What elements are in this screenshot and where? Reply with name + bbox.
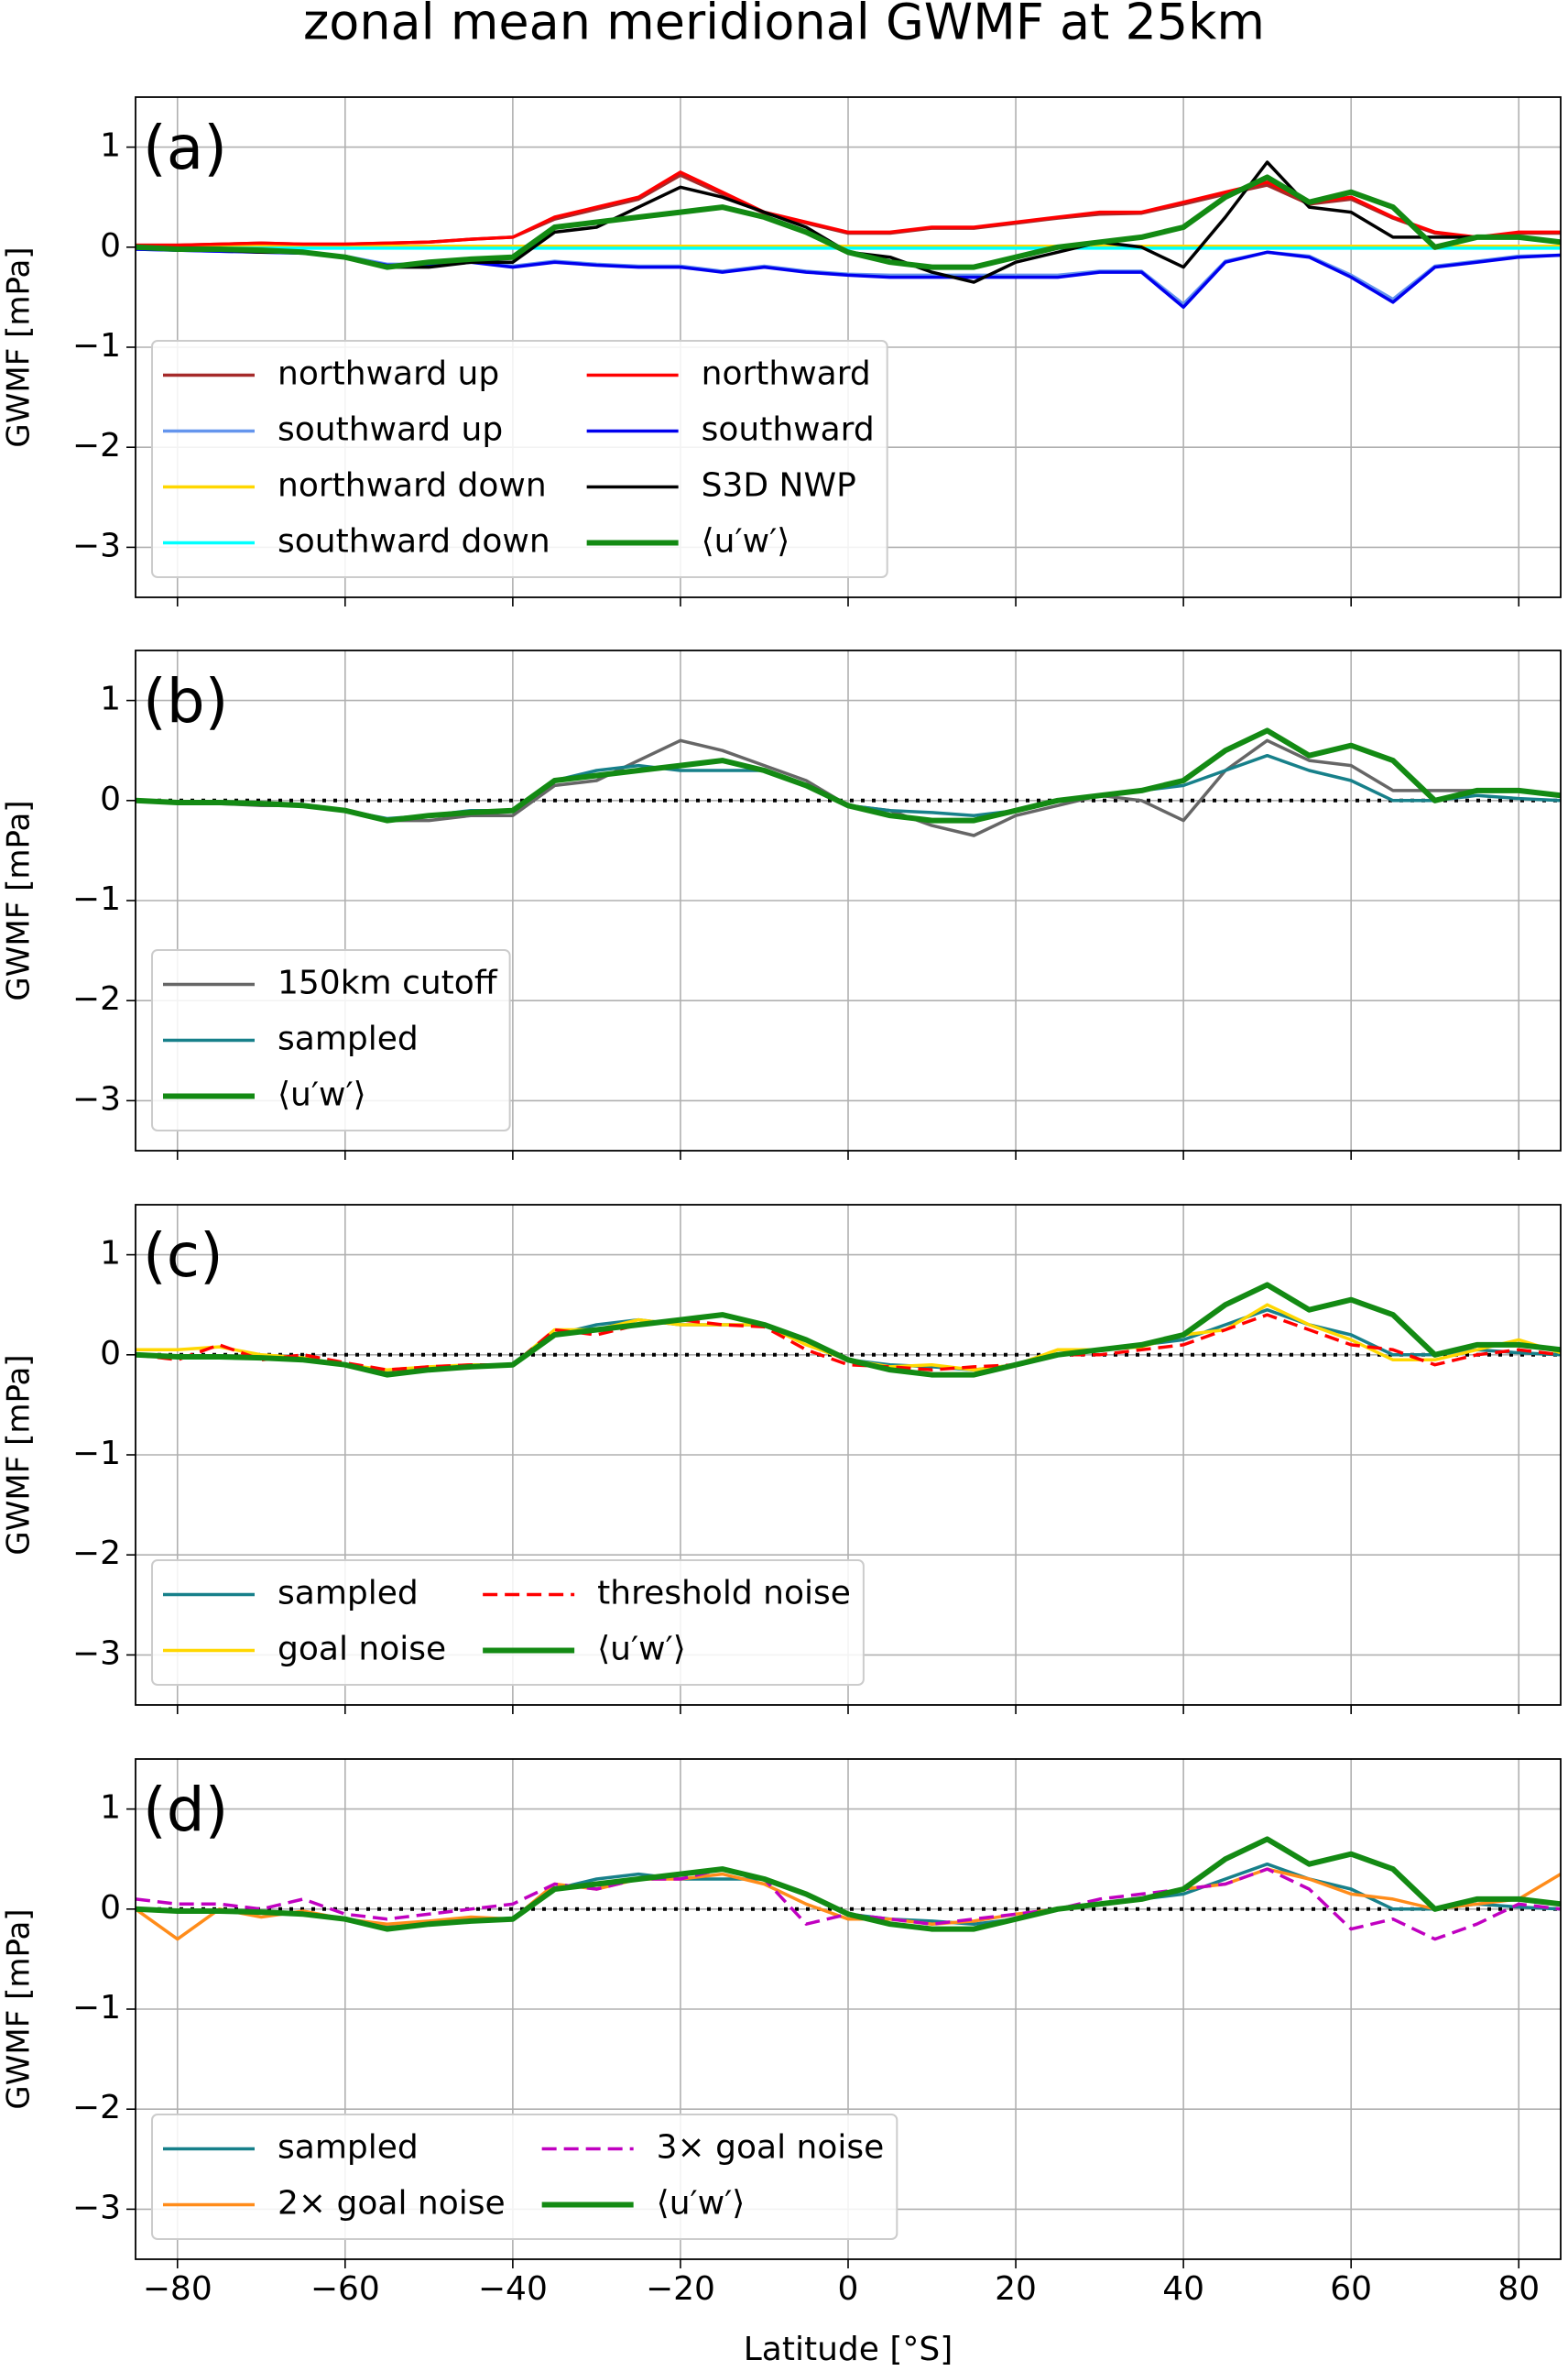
y-tick-label: 1 — [100, 681, 121, 718]
y-tick-label: −3 — [72, 1634, 121, 1672]
legend-label: 2× goal noise — [278, 2185, 506, 2223]
panel-label: (d) — [143, 1775, 228, 1845]
legend-label: ⟨u′w′⟩ — [657, 2185, 746, 2223]
legend-label: southward up — [278, 411, 503, 449]
legend-label: sampled — [278, 1021, 419, 1058]
x-tick-label: 80 — [1497, 2270, 1540, 2308]
y-tick-label: −2 — [72, 427, 121, 464]
x-axis-label: Latitude [°S] — [744, 2331, 953, 2368]
y-tick-label: 0 — [100, 1889, 121, 1927]
y-axis-label: GWMF [mPa] — [1, 246, 38, 447]
legend-box — [151, 1559, 865, 1686]
y-tick-label: 1 — [100, 127, 121, 165]
x-tick-label: −80 — [143, 2270, 212, 2308]
data-line — [136, 1836, 1561, 1932]
data-line — [136, 1313, 1561, 1371]
legend-label: northward up — [278, 355, 499, 393]
data-line — [136, 1867, 1561, 1941]
legend-label: S3D NWP — [702, 467, 856, 505]
y-axis-label: GWMF [mPa] — [1, 800, 38, 1000]
y-tick-label: −2 — [72, 1535, 121, 1572]
legend-label: ⟨u′w′⟩ — [702, 523, 790, 561]
legend-label: threshold noise — [597, 1575, 851, 1612]
x-tick-label: −60 — [310, 2270, 380, 2308]
data-line — [136, 174, 1561, 270]
panel-label: (c) — [143, 1220, 223, 1291]
y-axis-label: GWMF [mPa] — [1, 1908, 38, 2109]
y-tick-label: −3 — [72, 1080, 121, 1118]
x-tick-label: −40 — [478, 2270, 548, 2308]
y-tick-label: 1 — [100, 1789, 121, 1827]
y-tick-label: −2 — [72, 2089, 121, 2126]
y-tick-label: −2 — [72, 980, 121, 1018]
legend-label: 150km cutoff — [278, 965, 498, 1002]
y-axis-label: GWMF [mPa] — [1, 1354, 38, 1555]
y-tick-label: −1 — [72, 1989, 121, 2027]
legend-box — [151, 949, 511, 1131]
legend-label: ⟨u′w′⟩ — [278, 1076, 366, 1114]
x-tick-label: 0 — [838, 2270, 859, 2308]
x-tick-label: 60 — [1330, 2270, 1372, 2308]
legend-box — [151, 2114, 898, 2240]
data-line — [136, 727, 1561, 824]
y-tick-label: −1 — [72, 880, 121, 918]
legend-label: sampled — [278, 2129, 419, 2167]
figure-title: zonal mean meridional GWMF at 25km — [303, 0, 1265, 51]
y-tick-label: 0 — [100, 781, 121, 818]
x-tick-label: −20 — [646, 2270, 715, 2308]
y-tick-label: −1 — [72, 327, 121, 365]
axes-frame — [135, 96, 1562, 598]
data-line — [136, 1867, 1561, 1941]
legend-label: northward — [702, 355, 871, 393]
y-tick-label: −1 — [72, 1435, 121, 1472]
legend-label: sampled — [278, 1575, 419, 1612]
legend-box — [151, 340, 888, 578]
legend-label: 3× goal noise — [657, 2129, 885, 2167]
y-tick-label: −3 — [72, 2189, 121, 2226]
legend-label: ⟨u′w′⟩ — [597, 1631, 686, 1668]
axes-frame — [135, 1758, 1562, 2260]
axes-frame — [135, 1204, 1562, 1706]
legend-label: southward — [702, 411, 875, 449]
data-line — [136, 1282, 1561, 1378]
y-tick-label: 0 — [100, 1335, 121, 1372]
y-tick-label: 1 — [100, 1235, 121, 1273]
panel-label: (a) — [143, 113, 227, 183]
axes-frame — [135, 650, 1562, 1152]
y-tick-label: −3 — [72, 527, 121, 564]
y-tick-label: 0 — [100, 227, 121, 265]
legend-label: southward down — [278, 523, 550, 561]
x-tick-label: 40 — [1162, 2270, 1204, 2308]
legend-label: goal noise — [278, 1631, 446, 1668]
panel-label: (b) — [143, 666, 228, 737]
x-tick-label: 20 — [995, 2270, 1037, 2308]
legend-label: northward down — [278, 467, 547, 505]
